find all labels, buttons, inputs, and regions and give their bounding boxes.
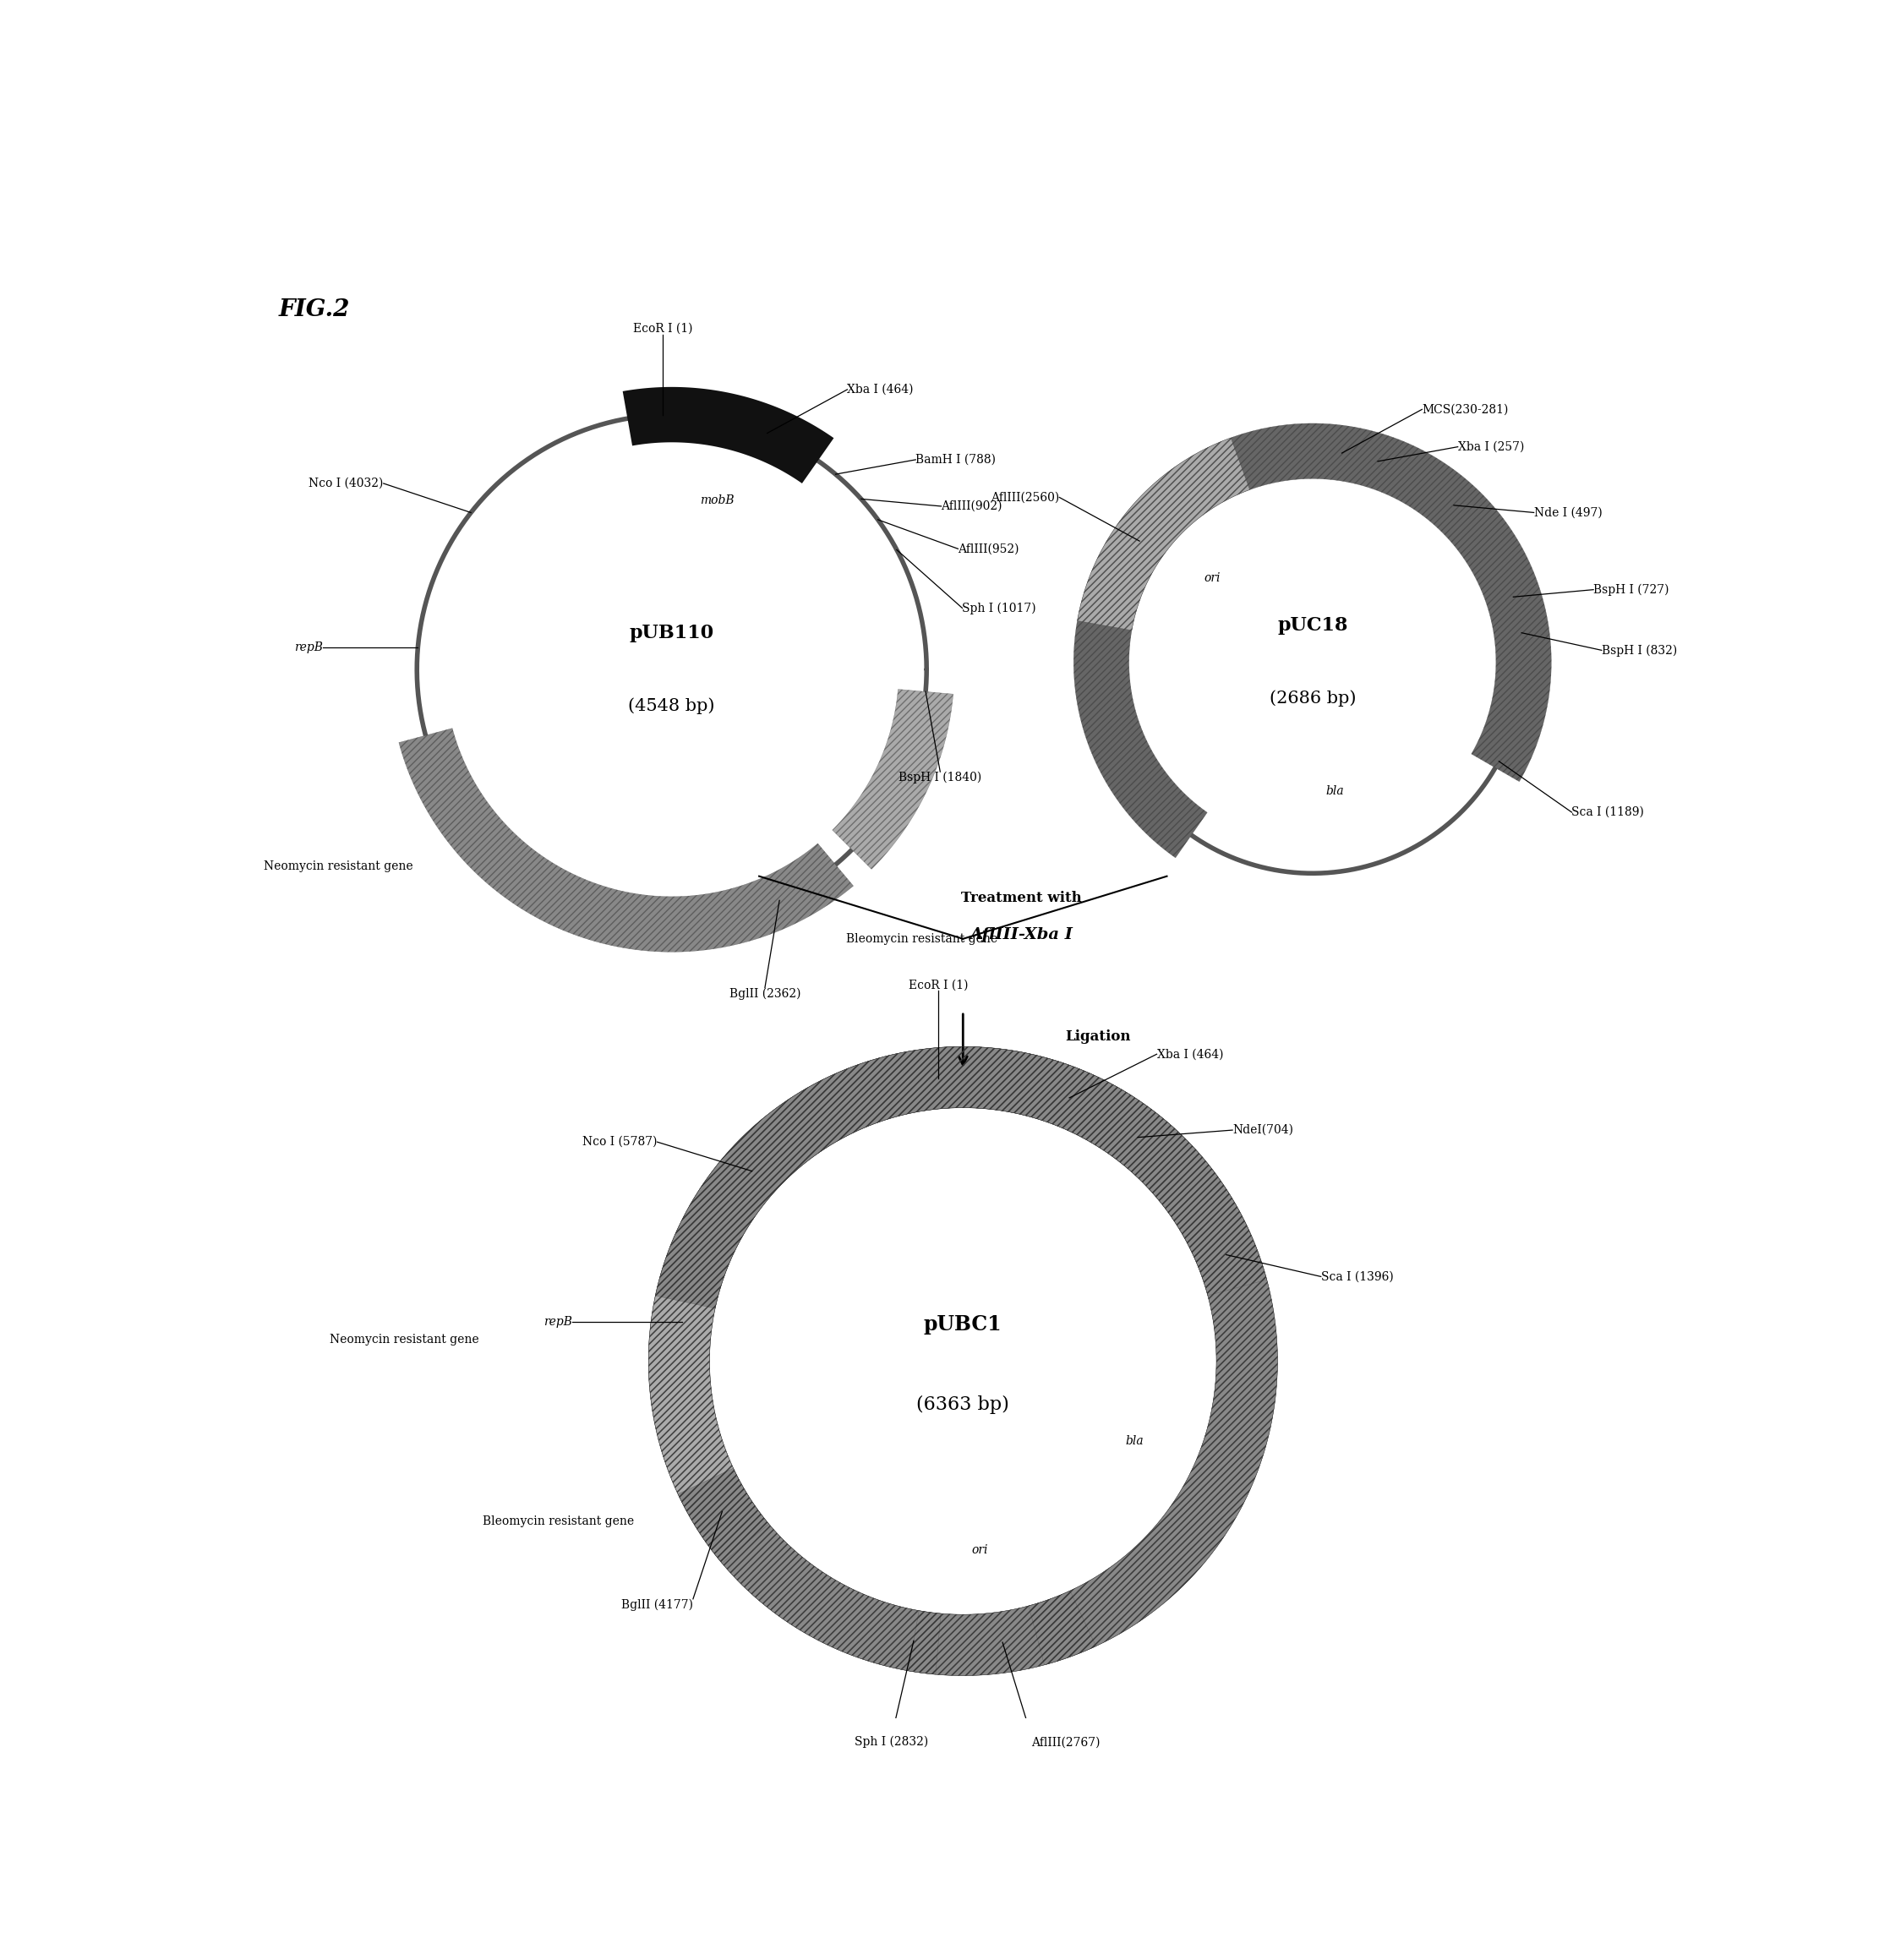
Polygon shape [648, 1047, 1278, 1676]
Text: bla: bla [1327, 786, 1343, 798]
Text: Treatment with: Treatment with [960, 892, 1082, 906]
Text: AflIII(902): AflIII(902) [941, 500, 1003, 512]
Text: mobB: mobB [699, 494, 735, 506]
Text: AflIII(2767): AflIII(2767) [1032, 1737, 1101, 1748]
Polygon shape [656, 1047, 1278, 1676]
Text: Bleomycin resistant gene: Bleomycin resistant gene [483, 1515, 633, 1527]
Text: pUBC1: pUBC1 [924, 1315, 1002, 1335]
Text: BamH I (788): BamH I (788) [915, 455, 996, 466]
Text: repB: repB [295, 641, 323, 653]
Polygon shape [622, 386, 834, 484]
Text: AflIII-Xba I: AflIII-Xba I [970, 927, 1073, 943]
Polygon shape [648, 1047, 1278, 1674]
Text: EcoR I (1): EcoR I (1) [908, 980, 968, 992]
Text: (4548 bp): (4548 bp) [628, 698, 716, 713]
Text: Xba I (464): Xba I (464) [847, 384, 913, 396]
Text: EcoR I (1): EcoR I (1) [633, 323, 693, 335]
Text: bla: bla [1126, 1435, 1144, 1446]
Text: Nco I (5787): Nco I (5787) [582, 1137, 658, 1149]
Polygon shape [832, 690, 953, 868]
Text: (6363 bp): (6363 bp) [917, 1396, 1009, 1413]
Text: Neomycin resistant gene: Neomycin resistant gene [263, 860, 413, 872]
Text: (2686 bp): (2686 bp) [1268, 690, 1357, 708]
Polygon shape [398, 729, 853, 953]
Text: Bleomycin resistant gene: Bleomycin resistant gene [846, 933, 998, 945]
Text: Xba I (257): Xba I (257) [1458, 441, 1524, 453]
Polygon shape [898, 1047, 1135, 1149]
Text: ori: ori [971, 1544, 988, 1556]
Text: Sph I (2832): Sph I (2832) [855, 1735, 928, 1748]
Text: Sca I (1396): Sca I (1396) [1321, 1270, 1394, 1282]
Text: Sca I (1189): Sca I (1189) [1571, 806, 1644, 817]
Text: repB: repB [543, 1315, 573, 1327]
Text: FIG.2: FIG.2 [278, 298, 349, 321]
Text: MCS(230-281): MCS(230-281) [1422, 404, 1509, 416]
Text: BspH I (727): BspH I (727) [1593, 584, 1669, 596]
Polygon shape [1073, 423, 1552, 858]
Text: Nco I (4032): Nco I (4032) [308, 478, 383, 490]
Polygon shape [1077, 437, 1250, 631]
Text: BglII (4177): BglII (4177) [622, 1599, 693, 1611]
Text: pUB110: pUB110 [629, 623, 714, 643]
Text: NdeI(704): NdeI(704) [1233, 1125, 1293, 1137]
Polygon shape [648, 1047, 1266, 1676]
Text: AflIII(952): AflIII(952) [958, 543, 1018, 555]
Text: pUC18: pUC18 [1278, 617, 1347, 635]
Text: Ligation: Ligation [1065, 1029, 1131, 1043]
Text: BglII (2362): BglII (2362) [729, 988, 800, 1000]
Text: Neomycin resistant gene: Neomycin resistant gene [329, 1333, 479, 1345]
Text: BspH I (832): BspH I (832) [1601, 645, 1678, 657]
Text: Xba I (464): Xba I (464) [1157, 1049, 1223, 1060]
Text: Sph I (1017): Sph I (1017) [962, 602, 1037, 613]
Text: Nde I (497): Nde I (497) [1533, 506, 1603, 519]
Text: BspH I (1840): BspH I (1840) [898, 772, 981, 784]
Text: ori: ori [1204, 572, 1219, 584]
Text: AflIII(2560): AflIII(2560) [990, 492, 1060, 504]
